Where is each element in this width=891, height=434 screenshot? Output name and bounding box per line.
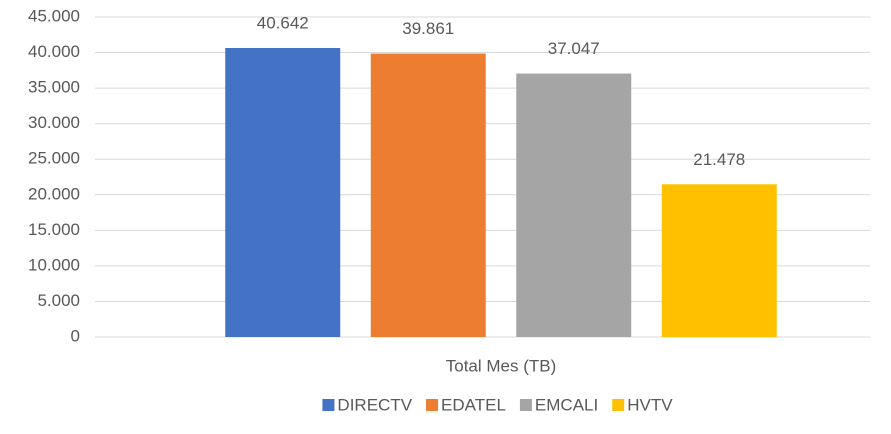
legend-label: EDATEL <box>441 395 506 414</box>
value-label: 21.478 <box>693 150 745 169</box>
value-label: 39.861 <box>402 19 454 38</box>
y-tick-label: 35.000 <box>28 78 80 97</box>
legend-swatch <box>519 399 532 411</box>
legend-swatch <box>426 399 439 411</box>
x-tick-label: Total Mes (TB) <box>446 356 557 375</box>
y-tick-label: 10.000 <box>28 255 80 274</box>
y-tick-label: 5.000 <box>37 291 80 310</box>
y-tick-label: 30.000 <box>28 113 80 132</box>
legend-swatch <box>322 399 335 411</box>
y-tick-label: 45.000 <box>28 6 80 25</box>
y-tick-label: 25.000 <box>28 149 80 168</box>
legend-label: HVTV <box>627 395 673 414</box>
y-tick-label: 0 <box>71 326 80 345</box>
legend-swatch <box>612 399 625 411</box>
bar <box>661 184 777 337</box>
bar <box>370 53 486 337</box>
value-label: 37.047 <box>548 39 600 58</box>
y-tick-label: 15.000 <box>28 220 80 239</box>
value-label: 40.642 <box>257 13 309 32</box>
y-tick-label: 20.000 <box>28 184 80 203</box>
bar <box>225 47 341 337</box>
legend-label: EMCALI <box>535 395 598 414</box>
legend-label: DIRECTV <box>337 395 412 414</box>
y-tick-label: 40.000 <box>28 42 80 61</box>
bar <box>516 73 632 338</box>
